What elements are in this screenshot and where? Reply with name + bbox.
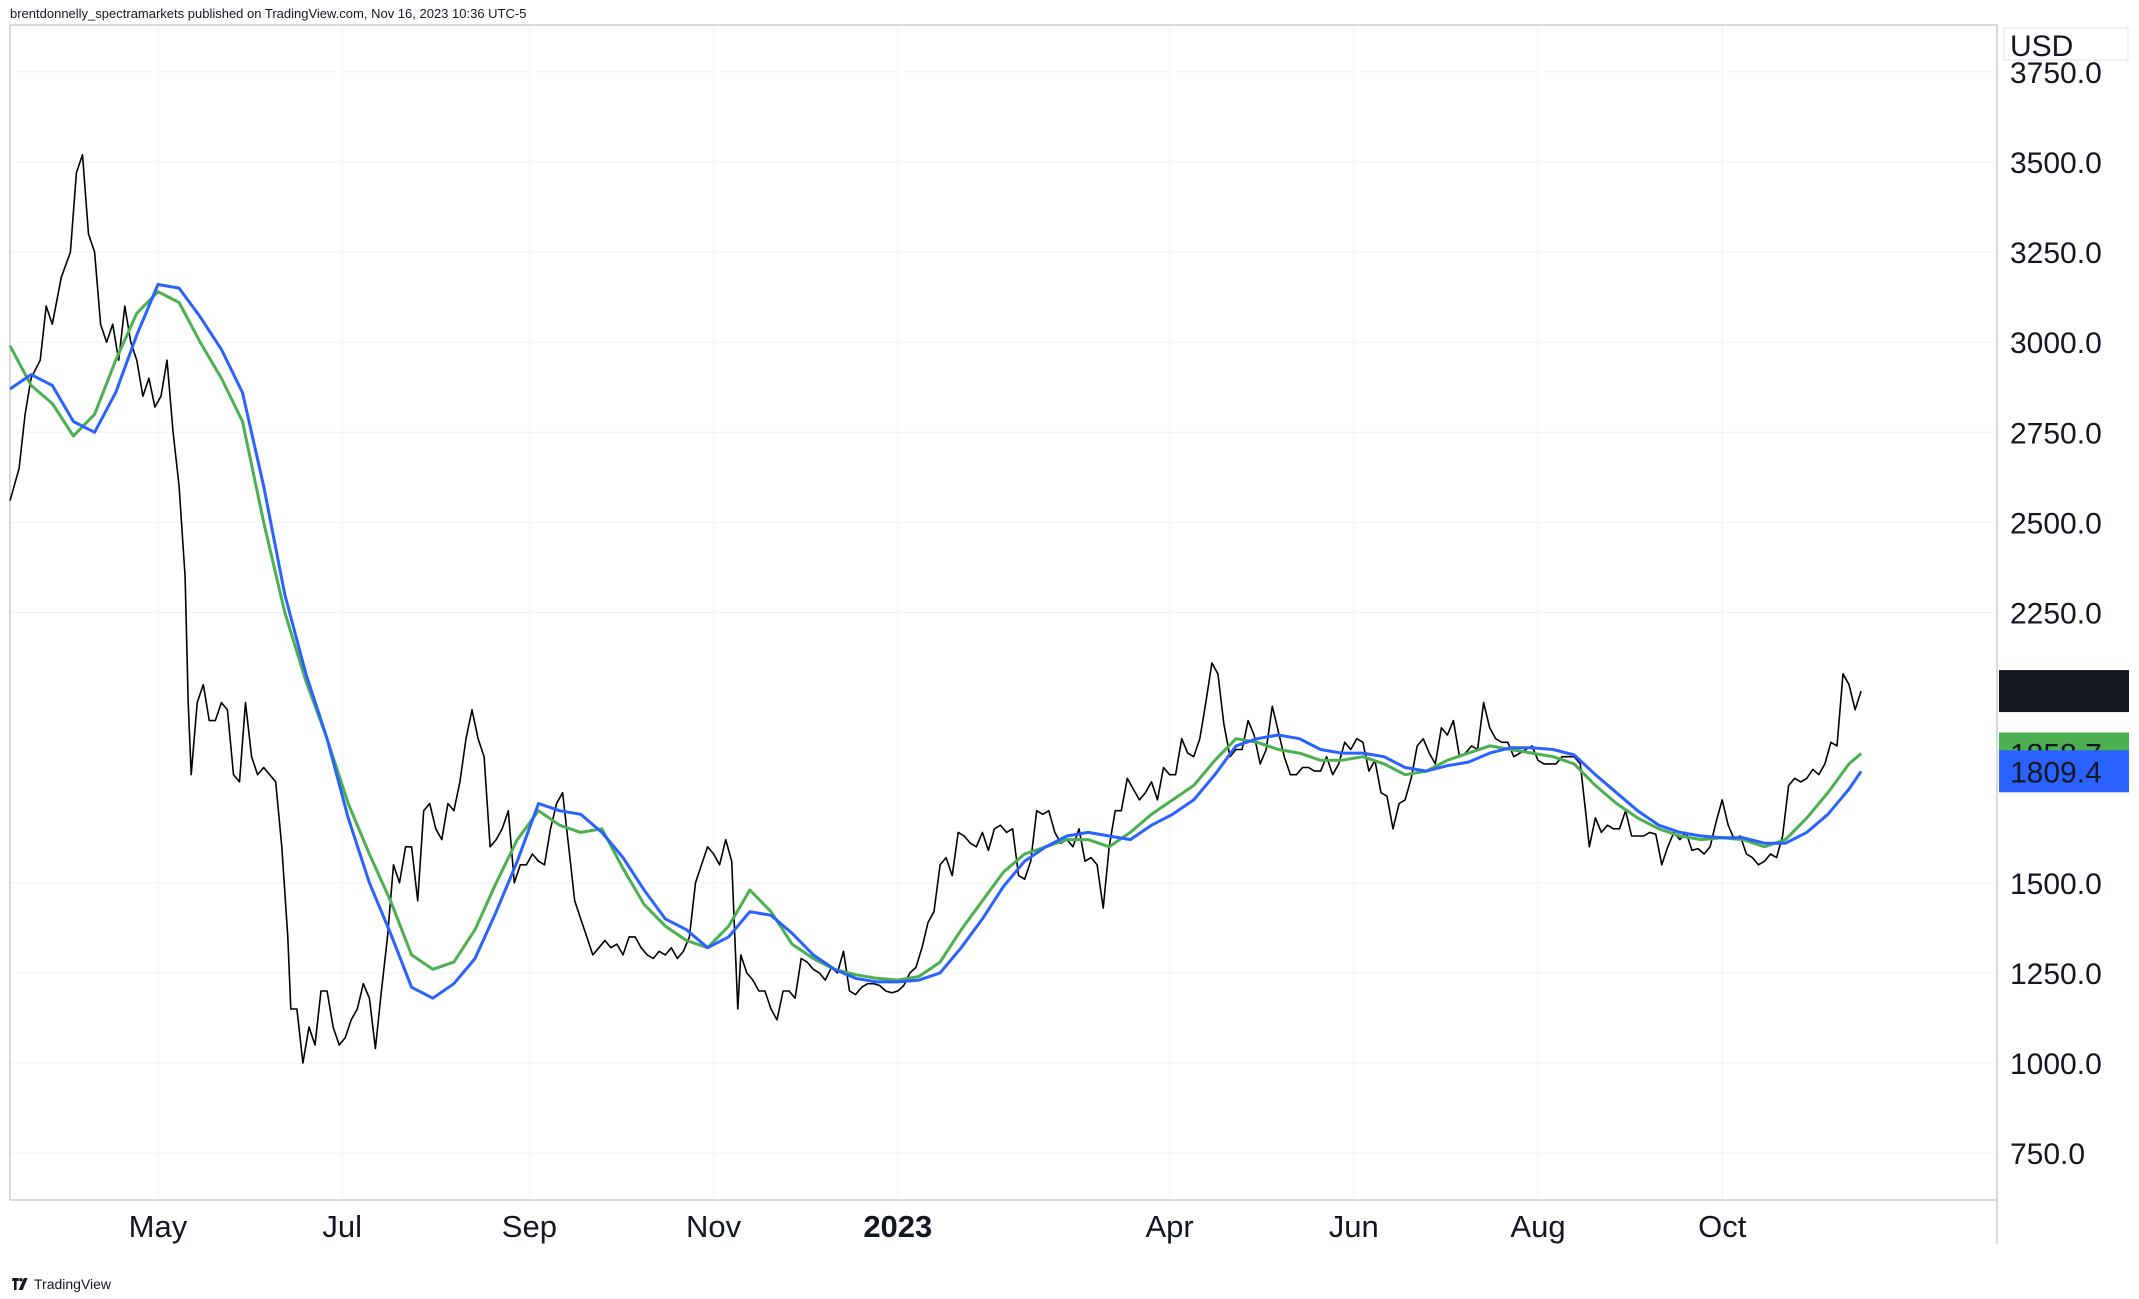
x-tick-label: Jun [1329, 1209, 1379, 1244]
x-tick-label: Nov [686, 1209, 742, 1244]
y-tick-label: 1500.0 [2010, 868, 2102, 901]
footer-brand: TradingView [10, 1276, 111, 1292]
price-axis: USD 750.0 1000.0 1250.0 1500.0 2250.0 2500.0 2… [2003, 27, 2129, 1171]
brand-name: TradingView [34, 1276, 112, 1292]
price-badges: 2032.01858.71809.4 [1999, 670, 2129, 793]
chart-grid [10, 25, 1997, 1200]
tradingview-logo-icon [12, 1278, 28, 1290]
publish-info: brentdonnelly_spectramarkets published o… [10, 6, 527, 21]
price-badge [1999, 750, 2129, 793]
y-tick-label: 2750.0 [2010, 417, 2102, 450]
y-tick-label: 2250.0 [2010, 598, 2102, 631]
x-tick-label: 2023 [863, 1209, 932, 1244]
x-tick-label: Apr [1145, 1209, 1193, 1244]
series-line-1 [8, 290, 1863, 982]
y-tick-label: 3750.0 [2010, 57, 2102, 90]
y-tick-label: 3500.0 [2010, 147, 2102, 180]
series-line-0 [9, 154, 1862, 1064]
y-tick-label: 2500.0 [2010, 507, 2102, 540]
x-tick-label: Jul [322, 1209, 362, 1244]
x-tick-label: May [129, 1209, 188, 1244]
price-badge [1999, 670, 2129, 713]
y-tick-label: 3250.0 [2010, 237, 2102, 270]
currency-box [2003, 27, 2129, 61]
x-tick-label: Sep [502, 1209, 557, 1244]
y-tick-label: 750.0 [2010, 1138, 2085, 1171]
time-axis: May Jul Sep Nov 2023 Apr Jun Aug Oct [129, 1209, 1747, 1244]
x-tick-label: Aug [1510, 1209, 1565, 1244]
x-tick-label: Oct [1698, 1209, 1747, 1244]
y-tick-label: 1250.0 [2010, 958, 2102, 991]
series-line-2 [9, 283, 1863, 1000]
y-tick-label: 1000.0 [2010, 1048, 2102, 1081]
currency-label: USD [2010, 30, 2073, 63]
y-tick-label: 3000.0 [2010, 327, 2102, 360]
series-layer [8, 154, 1863, 1064]
price-badge-label: 1809.4 [2010, 756, 2102, 789]
price-badge-label: 2032.0 [2010, 676, 2102, 709]
